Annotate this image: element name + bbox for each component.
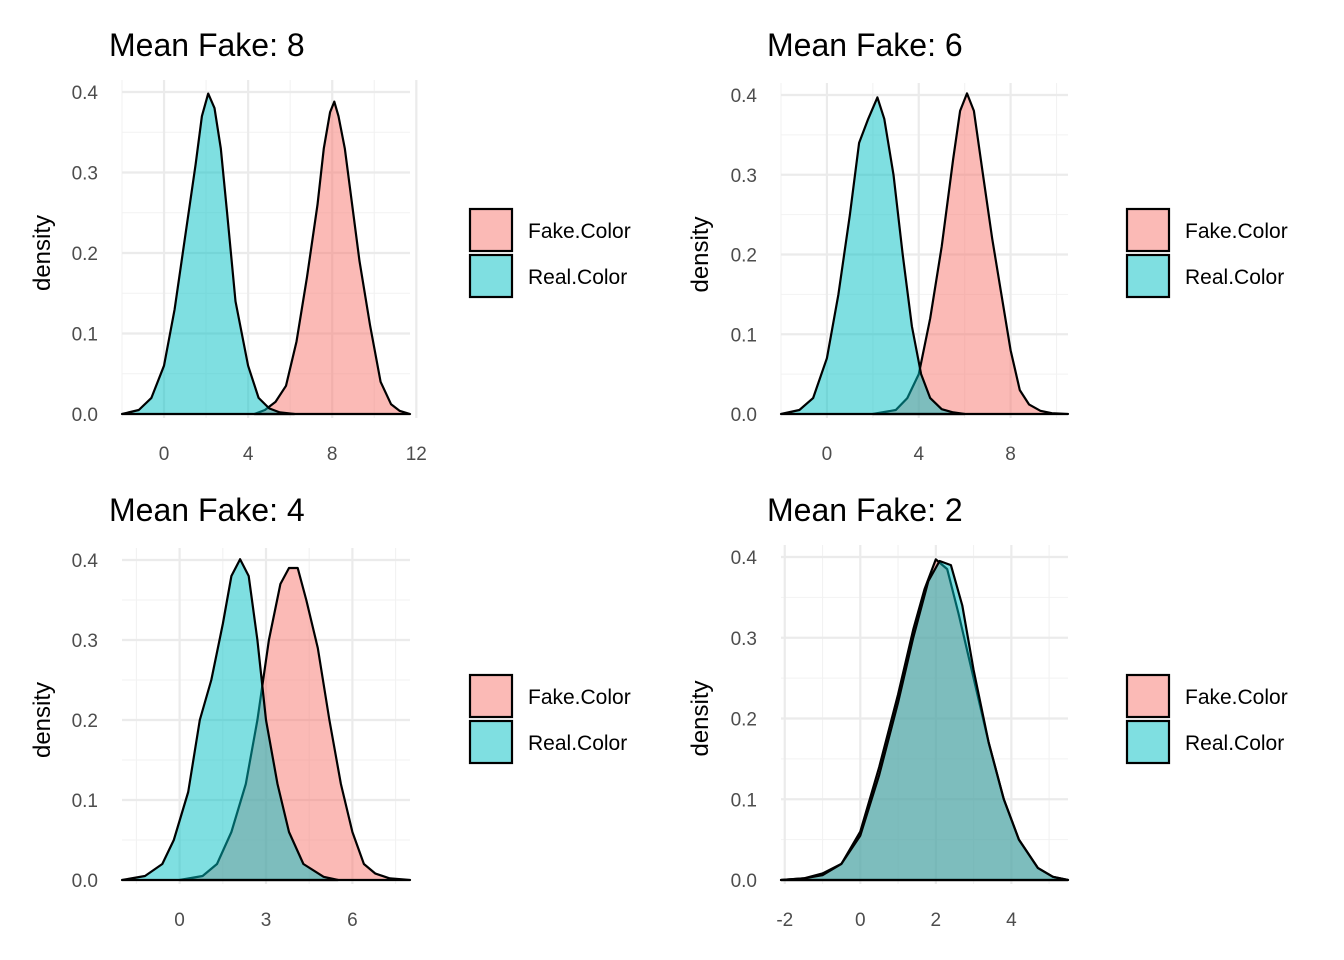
panel-3: 0.0 0.1 0.2 0.3 0.4 0 3 6 Mean Fake: 4 density Fak… [29,492,631,931]
density-area-fake-color [253,100,412,416]
x-tick-label: 0 [159,444,170,465]
y-tick-label: 0.1 [72,325,98,346]
legend-key-real-color [468,253,514,299]
y-tick-label: 0.0 [72,871,98,892]
legend-label: Fake.Color [1185,686,1288,709]
y-tick-label: 0.3 [731,166,757,187]
y-axis-label: density [29,682,56,758]
y-tick-label: 0.4 [72,83,99,104]
x-tick-label: 4 [243,444,254,465]
panel-title: Mean Fake: 6 [767,27,963,63]
x-tick-label: 8 [1005,444,1016,465]
y-tick-label: 0.1 [72,791,98,812]
y-tick-label: 0.0 [72,405,98,426]
legend-label: Real.Color [1185,266,1284,289]
panel-1: 0.0 0.1 0.2 0.3 0.4 0 4 8 12 Mean Fake: 8 density F… [29,27,631,465]
density-area-fake-color [871,92,1070,416]
density-area-real-color [120,92,296,416]
y-tick-label: 0.2 [731,246,757,267]
density-area-real-color [779,559,1070,882]
legend-key-fake-color [1125,673,1171,719]
y-tick-label: 0.0 [731,405,757,426]
legend-label: Fake.Color [528,686,631,709]
x-tick-label: 0 [174,910,185,931]
legend: Fake.Color Real.Color [468,207,631,299]
panel-4: 0.0 0.1 0.2 0.3 0.4 -2 0 2 4 Mean Fake: 2 density F… [687,492,1288,931]
x-tick-label: 8 [327,444,338,465]
legend-key-fake-color [468,207,514,253]
panel-title: Mean Fake: 2 [767,492,963,528]
y-tick-label: 0.2 [72,711,98,732]
legend-key-real-color [1125,253,1171,299]
x-tick-label: 0 [855,910,866,931]
legend: Fake.Color Real.Color [1125,673,1288,765]
legend-key-real-color [468,719,514,765]
x-tick-label: 2 [931,910,942,931]
legend-key-fake-color [468,673,514,719]
panel-title: Mean Fake: 8 [109,27,305,63]
density-area-real-color [120,558,340,882]
y-tick-label: 0.2 [72,244,98,265]
y-axis-label: density [29,215,56,291]
y-axis-label: density [687,216,714,292]
x-tick-label: 0 [822,444,833,465]
y-tick-label: 0.3 [72,164,98,185]
legend-label: Real.Color [528,266,627,289]
y-tick-label: 0.4 [731,548,758,569]
x-tick-label: 3 [261,910,272,931]
y-tick-label: 0.1 [731,325,757,346]
y-tick-label: 0.3 [72,631,98,652]
y-tick-label: 0.3 [731,629,757,650]
x-tick-label: 6 [347,910,358,931]
legend-label: Real.Color [528,732,627,755]
legend-label: Fake.Color [528,220,631,243]
y-tick-label: 0.0 [731,871,757,892]
panel-title: Mean Fake: 4 [109,492,305,528]
x-tick-label: 4 [1006,910,1017,931]
y-tick-label: 0.1 [731,790,757,811]
y-tick-label: 0.4 [731,86,758,107]
legend-key-fake-color [1125,207,1171,253]
y-tick-label: 0.4 [72,551,99,572]
x-tick-label: -2 [776,910,793,931]
legend-label: Real.Color [1185,732,1284,755]
density-area-real-color [779,96,966,416]
x-tick-label: 4 [913,444,924,465]
y-axis-label: density [687,680,714,756]
legend: Fake.Color Real.Color [1125,207,1288,299]
legend-label: Fake.Color [1185,220,1288,243]
y-tick-label: 0.2 [731,710,757,731]
panel-2: 0.0 0.1 0.2 0.3 0.4 0 4 8 Mean Fake: 6 density Fak… [687,27,1288,465]
legend: Fake.Color Real.Color [468,673,631,765]
legend-key-real-color [1125,719,1171,765]
x-tick-label: 12 [406,444,427,465]
